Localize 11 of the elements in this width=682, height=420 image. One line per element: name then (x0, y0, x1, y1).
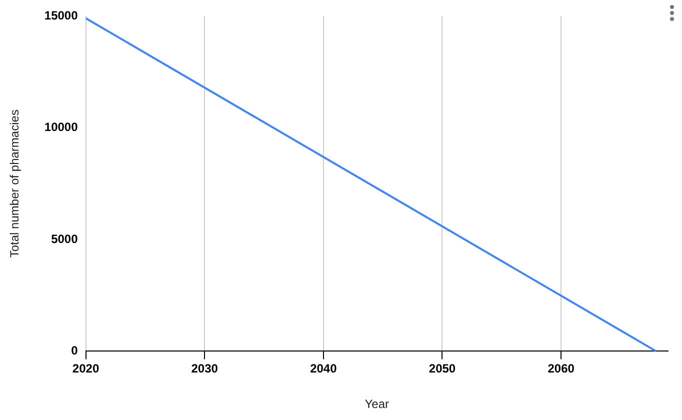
y-tick-label: 15000 (44, 8, 78, 22)
x-axis-title: Year (364, 397, 390, 412)
y-axis-title: Total number of pharmacies (8, 110, 22, 258)
y-tick-label: 0 (71, 344, 78, 358)
x-tick-label: 2040 (310, 362, 338, 376)
y-tick-label: 5000 (51, 232, 78, 246)
x-tick-label: 2050 (428, 362, 456, 376)
y-tick-label: 10000 (44, 120, 78, 134)
x-tick-label: 2060 (548, 362, 575, 376)
x-tick-label: 2020 (72, 362, 100, 376)
x-tick-label: 2030 (191, 362, 218, 376)
